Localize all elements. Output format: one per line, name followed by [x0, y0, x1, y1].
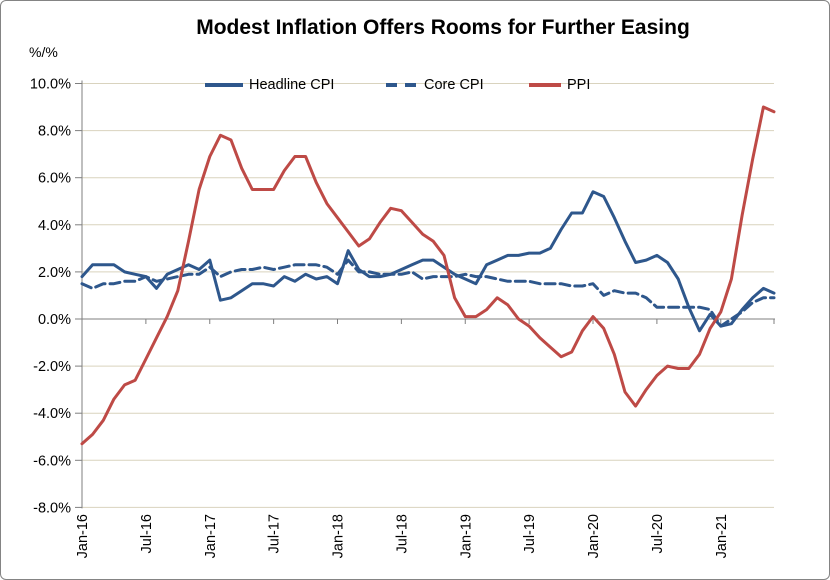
x-tick-label: Jan-20 [586, 514, 602, 558]
series-line-ppi [80, 105, 776, 446]
y-tick-label: 2.0% [38, 265, 71, 281]
x-tick-label: Jul-19 [522, 514, 538, 554]
x-tick-label: Jul-17 [267, 514, 283, 554]
y-axis-title: %/% [29, 44, 58, 60]
x-tick-label: Jan-18 [331, 514, 347, 558]
series-line-headline-cpi [80, 190, 776, 333]
y-tick-label: -2.0% [33, 359, 71, 375]
x-tick-label: Jan-16 [75, 514, 91, 558]
y-tick-label: 10.0% [30, 77, 71, 93]
x-tick-label: Jul-18 [394, 514, 410, 554]
y-tick-label: 8.0% [38, 124, 71, 140]
y-tick-label: 6.0% [38, 171, 71, 187]
chart-title: Modest Inflation Offers Rooms for Furthe… [196, 16, 690, 39]
x-tick-label: Jul-16 [139, 514, 155, 554]
x-tick-label: Jan-19 [458, 514, 474, 558]
y-tick-label: -8.0% [33, 500, 71, 516]
y-tick-label: 0.0% [38, 312, 71, 328]
y-tick-label: -6.0% [33, 453, 71, 469]
x-tick-label: Jul-20 [650, 514, 666, 554]
series-line-core-cpi [80, 258, 776, 328]
x-tick-label: Jan-21 [714, 514, 730, 558]
x-tick-label: Jan-17 [203, 514, 219, 558]
y-tick-label: -4.0% [33, 406, 71, 422]
y-tick-label: 4.0% [38, 218, 71, 234]
